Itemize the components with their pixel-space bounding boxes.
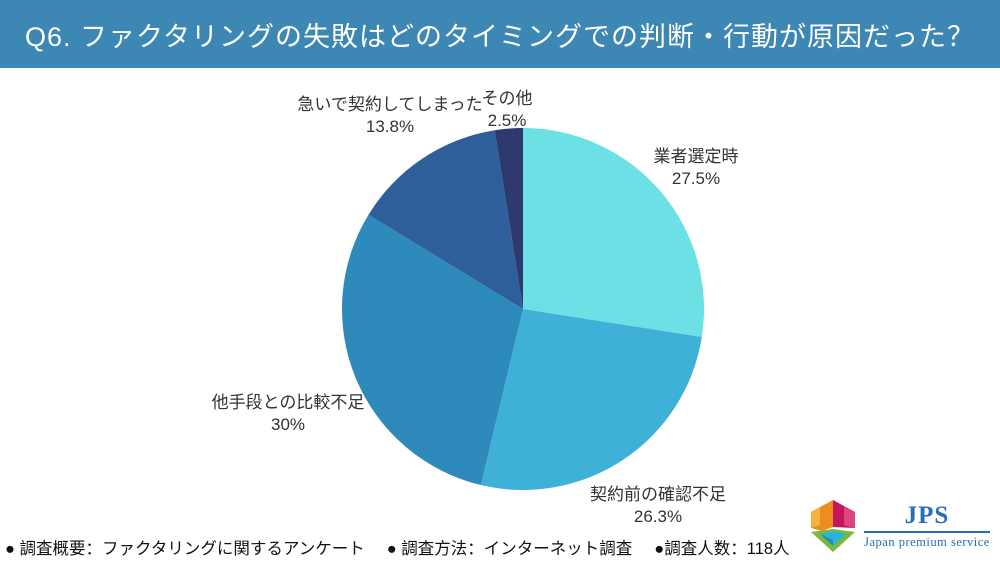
pie-chart: [341, 128, 705, 491]
pie-label-isoide-keiyaku: 急いで契約してしまった 13.8%: [275, 94, 505, 139]
pie-slice-4: [494, 128, 523, 309]
jps-logo-name: Japan premium service: [864, 534, 990, 549]
jps-logo-text: JPS Japan premium service: [864, 503, 990, 550]
pie-slice-1: [480, 309, 702, 491]
pie-label-text: その他: [481, 89, 533, 108]
pie-label-pct: 30%: [270, 415, 306, 435]
jps-logo: JPS Japan premium service: [808, 497, 990, 555]
pie-label-keiyakumae-kakunin: 契約前の確認不足 26.3%: [573, 484, 743, 529]
pie-label-text: 他手段との比較不足: [211, 393, 365, 412]
page-title: Q6. ファクタリングの失敗はどのタイミングでの判断・行動が原因だった？: [25, 21, 975, 52]
footnote-method: ● 調査方法：インターネット調査: [386, 540, 633, 558]
pie-label-pct: 27.5%: [671, 169, 721, 189]
jps-logo-cube-icon: [811, 500, 855, 552]
pie-label-text: 契約前の確認不足: [590, 485, 726, 504]
pie-label-gyousha-sentei: 業者選定時 27.5%: [616, 146, 776, 191]
pie-label-sonota: その他 2.5%: [462, 88, 552, 133]
header-bar: Q6. ファクタリングの失敗はどのタイミングでの判断・行動が原因だった？: [0, 0, 1000, 68]
pie-label-text: 急いで契約してしまった: [297, 95, 483, 114]
pie-slice-3: [368, 130, 523, 309]
jps-logo-abbr: JPS: [904, 501, 950, 529]
footnote-count: ●調査人数：118人: [654, 540, 790, 558]
pie-chart-container: [341, 127, 705, 491]
pie-label-pct: 13.8%: [365, 117, 415, 137]
footnote-overview: ● 調査概要：ファクタリングに関するアンケート: [5, 540, 365, 558]
pie-slice-2: [341, 214, 523, 486]
jps-logo-rule: [864, 530, 990, 533]
pie-label-text: 業者選定時: [653, 147, 739, 166]
survey-footnote: ● 調査概要：ファクタリングに関するアンケート ● 調査方法：インターネット調査 ●…: [5, 535, 995, 559]
pie-label-pct: 26.3%: [633, 507, 683, 527]
pie-label-pct: 2.5%: [487, 111, 527, 131]
pie-slice-0: [523, 128, 705, 338]
pie-label-tashudan-hikaku: 他手段との比較不足 30%: [193, 392, 383, 437]
